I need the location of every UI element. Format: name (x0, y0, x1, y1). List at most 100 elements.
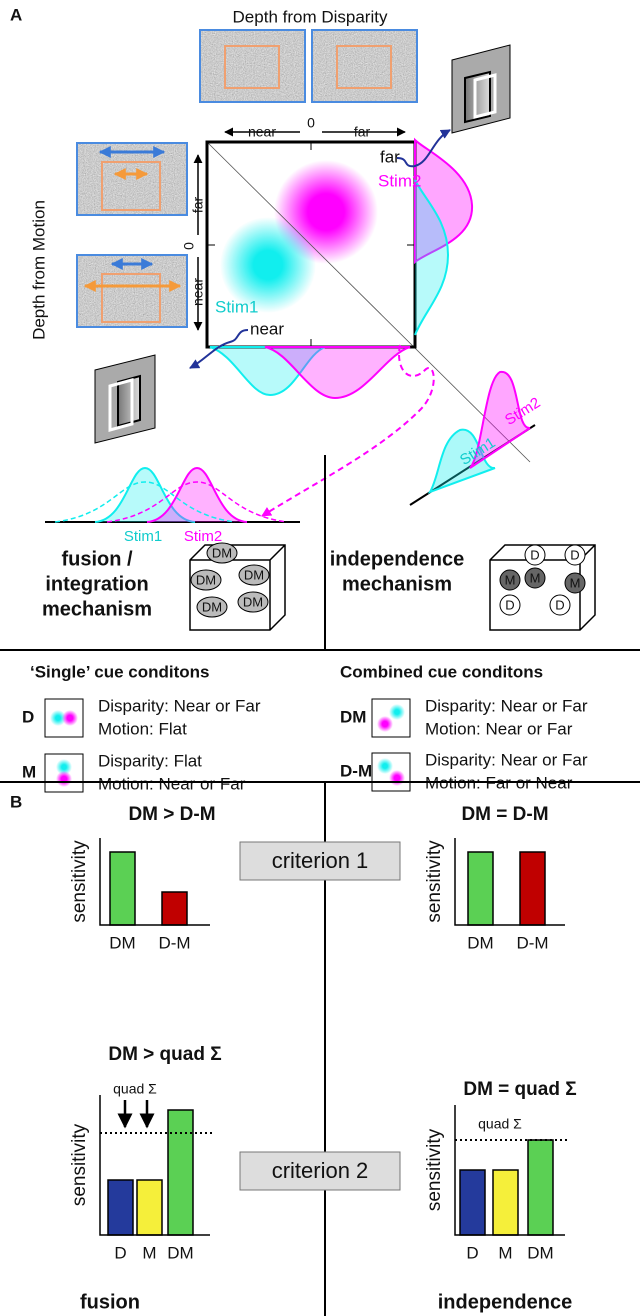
x-tick-label: DM (527, 1243, 553, 1262)
x-tick-label: DM (167, 1243, 193, 1262)
bar (168, 1110, 193, 1235)
x-axis-zero: 0 (307, 115, 315, 131)
g-shape: D Disparity: Near or Far Motion: Flat M Disp… (22, 696, 588, 793)
stim1-label: Stim1 (215, 297, 258, 316)
x-tick-label: D (466, 1243, 478, 1262)
x-tick-label: M (142, 1243, 156, 1262)
cube-label: DM (244, 567, 264, 582)
condition-code: D (22, 707, 34, 726)
label: ‘Single’ cue conditons (30, 662, 209, 681)
rect-shape (77, 255, 187, 327)
condition-line: Disparity: Flat (98, 751, 202, 770)
label: independence (330, 548, 464, 570)
condition-code: M (22, 762, 36, 781)
label: integration (45, 573, 148, 595)
condition-line: Disparity: Near or Far (425, 750, 588, 769)
cube-label: M (505, 572, 516, 587)
cube-label: DM (212, 545, 232, 560)
label: Combined cue conditons (340, 662, 543, 681)
cube-label: D (555, 597, 564, 612)
x-tick-label: D (114, 1243, 126, 1262)
cube-label: D (570, 547, 579, 562)
y-axis-far: far (190, 196, 206, 213)
panel-label: B (10, 792, 22, 811)
condition-icon (372, 699, 410, 737)
bar (520, 852, 545, 925)
x-tick-label: M (498, 1243, 512, 1262)
y-axis-label: sensitivity (69, 1123, 90, 1206)
disparity-stimuli (200, 30, 417, 102)
chart-title: DM = quad Σ (463, 1079, 576, 1100)
x-tick-label: DM (109, 933, 135, 952)
criterion: criterion 2 (272, 1158, 369, 1183)
bar (110, 852, 135, 925)
near-plate-icon (95, 355, 155, 443)
label: Stim2 (184, 528, 222, 545)
near-callout: near (250, 319, 284, 338)
independence-cube: DDMMMDD (490, 545, 595, 630)
x-tick-label: D-M (516, 933, 548, 952)
fusion-cube: DM DM DM DM DM (190, 543, 285, 630)
y-axis-label: sensitivity (69, 840, 90, 923)
cube-label: DM (196, 572, 216, 587)
far-plate-icon (452, 45, 510, 133)
cube-label: DM (243, 594, 263, 609)
y-axis-label: sensitivity (424, 840, 445, 923)
label: mechanism (42, 598, 152, 620)
condition-code: D-M (340, 761, 372, 780)
icon-magenta (389, 770, 405, 786)
x-axis-far: far (354, 124, 371, 140)
icon-magenta (62, 710, 78, 726)
cube-label: DM (202, 599, 222, 614)
label: independence (438, 1291, 572, 1313)
cube-label: D (530, 547, 539, 562)
bar (528, 1140, 553, 1235)
rect-shape (200, 30, 305, 102)
chart-title: DM = D-M (461, 804, 548, 825)
chart-title: DM > quad Σ (108, 1044, 221, 1065)
far-callout: far (380, 147, 400, 166)
panel-label: A (10, 5, 22, 24)
y-axis-zero: 0 (181, 242, 197, 250)
motion-title: Depth from Motion (29, 200, 48, 340)
bar (468, 852, 493, 925)
rect-shape (312, 30, 417, 102)
condition-line: Motion: Near or Far (98, 774, 246, 793)
condition-icon (372, 753, 410, 791)
icon-cyan (389, 704, 405, 720)
disparity-title: Depth from Disparity (233, 7, 388, 26)
condition-line: Disparity: Near or Far (98, 696, 261, 715)
cube-label: M (530, 570, 541, 585)
x-tick-label: D-M (158, 933, 190, 952)
bar (108, 1180, 133, 1235)
rect-shape (77, 143, 187, 215)
condition-line: Motion: Flat (98, 719, 187, 738)
icon-magenta (377, 716, 393, 732)
bar (493, 1170, 518, 1235)
condition-line: Disparity: Near or Far (425, 696, 588, 715)
label: fusion / (61, 548, 133, 570)
label: mechanism (342, 573, 452, 595)
icon-cyan (377, 758, 393, 774)
motion-stimuli (77, 143, 187, 327)
x-axis-near: near (248, 124, 276, 140)
threshold-label: quad Σ (478, 1116, 522, 1132)
threshold-label: quad Σ (113, 1081, 157, 1097)
condition-line: Motion: Near or Far (425, 719, 573, 738)
cube-label: M (570, 575, 581, 590)
y-axis-label: sensitivity (424, 1128, 445, 1211)
bar (137, 1180, 162, 1235)
chart-title: DM > D-M (128, 804, 215, 825)
label: fusion (80, 1291, 140, 1313)
bar (162, 892, 187, 925)
y-axis-near: near (190, 278, 206, 306)
page: A Depth from Disparity Depth from Motion… (0, 0, 640, 1316)
criterion: criterion 1 (272, 848, 369, 873)
bar (460, 1170, 485, 1235)
label: Stim1 (124, 528, 162, 545)
cube-label: D (505, 597, 514, 612)
condition-code: DM (340, 707, 366, 726)
stim2-label: Stim2 (378, 171, 421, 190)
figure: A Depth from Disparity Depth from Motion… (0, 0, 640, 1316)
x-tick-label: DM (467, 933, 493, 952)
